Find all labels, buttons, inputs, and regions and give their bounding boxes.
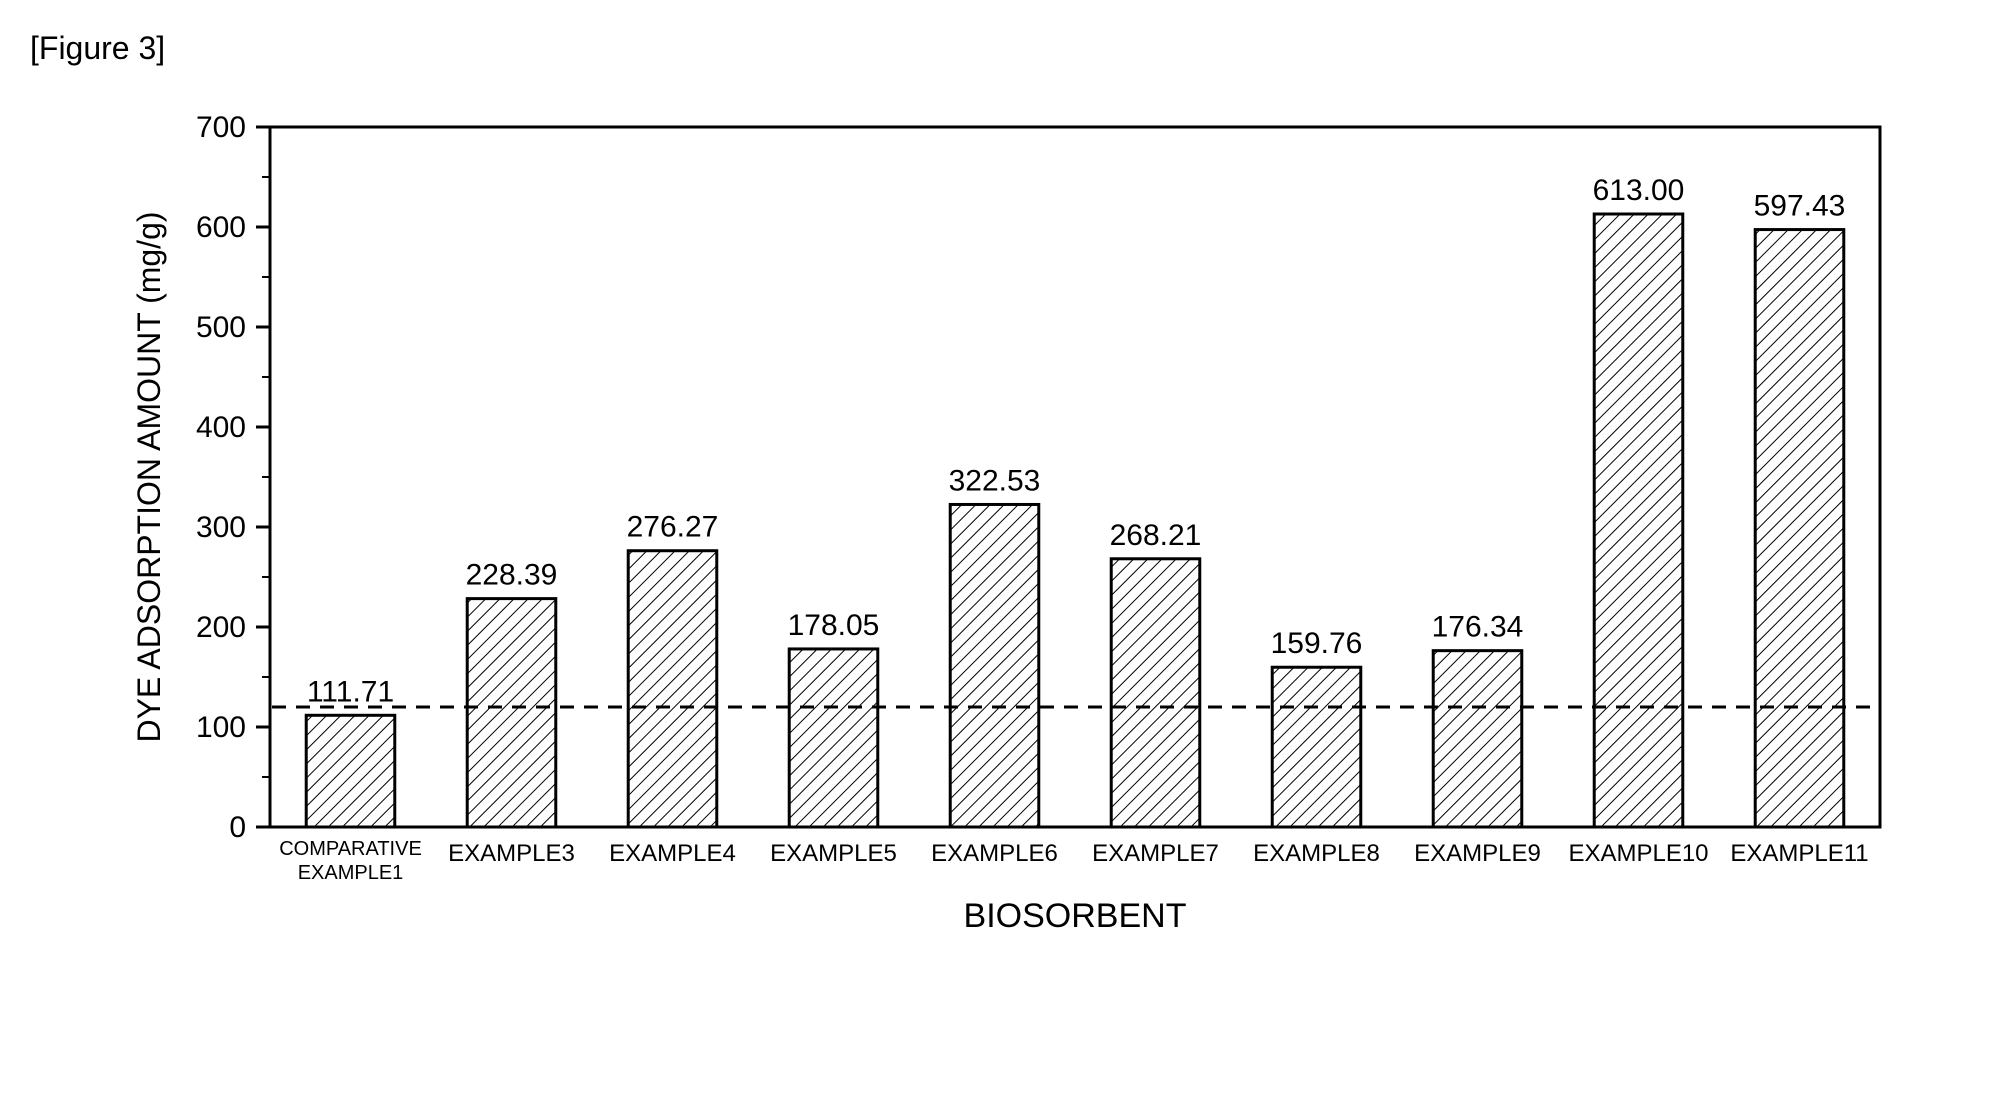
bar bbox=[1594, 214, 1683, 827]
bar-chart: 0100200300400500600700111.71COMPARATIVEE… bbox=[120, 87, 1920, 987]
x-tick-label: EXAMPLE8 bbox=[1253, 840, 1380, 867]
bar bbox=[1433, 651, 1522, 827]
x-tick-label: EXAMPLE1 bbox=[298, 862, 404, 884]
bar bbox=[306, 715, 395, 827]
bar bbox=[1111, 559, 1200, 827]
bar-value-label: 322.53 bbox=[949, 464, 1041, 497]
x-tick-label: EXAMPLE10 bbox=[1568, 840, 1708, 867]
bar bbox=[950, 504, 1039, 827]
y-tick-label: 100 bbox=[196, 711, 246, 744]
bar bbox=[1272, 667, 1361, 827]
bar-value-label: 111.71 bbox=[307, 675, 394, 708]
bar-value-label: 159.76 bbox=[1271, 627, 1363, 660]
y-tick-label: 600 bbox=[196, 211, 246, 244]
y-axis-title: DYE ADSORPTION AMOUNT (mg/g) bbox=[131, 211, 167, 742]
x-tick-label: EXAMPLE6 bbox=[931, 840, 1058, 867]
y-tick-label: 400 bbox=[196, 411, 246, 444]
y-tick-label: 500 bbox=[196, 311, 246, 344]
bar bbox=[467, 599, 556, 827]
x-tick-label: EXAMPLE9 bbox=[1414, 840, 1541, 867]
bar-value-label: 276.27 bbox=[627, 511, 719, 544]
y-tick-label: 700 bbox=[196, 111, 246, 144]
y-tick-label: 0 bbox=[229, 811, 246, 844]
bar bbox=[789, 649, 878, 827]
bar-value-label: 228.39 bbox=[466, 559, 558, 592]
x-tick-label: EXAMPLE4 bbox=[609, 840, 736, 867]
figure-caption: [Figure 3] bbox=[30, 30, 1974, 67]
y-tick-label: 300 bbox=[196, 511, 246, 544]
bar bbox=[1755, 230, 1844, 827]
bar-value-label: 597.43 bbox=[1754, 190, 1846, 223]
bar-value-label: 178.05 bbox=[788, 609, 880, 642]
x-tick-label: EXAMPLE3 bbox=[448, 840, 575, 867]
bar-value-label: 268.21 bbox=[1110, 519, 1202, 552]
bar bbox=[628, 551, 717, 827]
chart-container: 0100200300400500600700111.71COMPARATIVEE… bbox=[120, 87, 1920, 987]
y-tick-label: 200 bbox=[196, 611, 246, 644]
x-tick-label: EXAMPLE11 bbox=[1730, 840, 1868, 867]
x-tick-label: EXAMPLE5 bbox=[770, 840, 897, 867]
bar-value-label: 613.00 bbox=[1593, 174, 1685, 207]
x-axis-title: BIOSORBENT bbox=[964, 897, 1187, 935]
bar-value-label: 176.34 bbox=[1432, 611, 1524, 644]
x-tick-label: EXAMPLE7 bbox=[1092, 840, 1219, 867]
x-tick-label: COMPARATIVE bbox=[279, 838, 422, 860]
